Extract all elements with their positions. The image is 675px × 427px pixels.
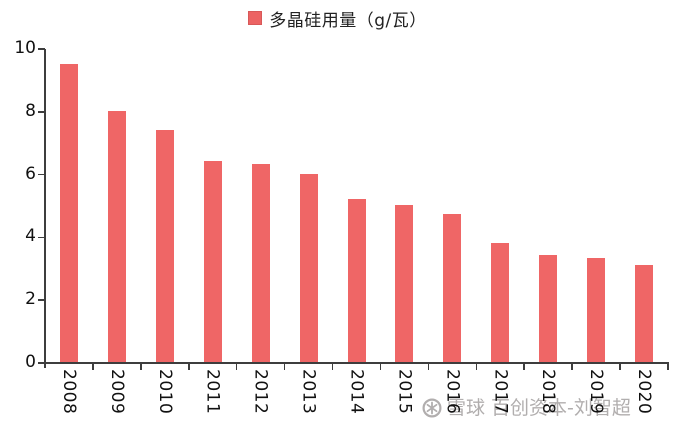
watermark-text: 雪球 百创资本-刘智超 bbox=[447, 397, 631, 419]
x-tick-label-2012: 2012 bbox=[250, 369, 271, 415]
legend-label: 多晶硅用量（g/瓦） bbox=[269, 10, 427, 31]
x-tick-mark bbox=[523, 364, 525, 370]
x-tick-mark bbox=[283, 364, 286, 370]
x-tick-mark bbox=[475, 364, 478, 370]
bar-2016 bbox=[443, 214, 462, 362]
y-tick-mark bbox=[38, 48, 45, 50]
x-tick-label-2019: 2019 bbox=[586, 369, 607, 415]
bar-2010 bbox=[155, 129, 174, 362]
y-tick-label: 4 bbox=[25, 226, 36, 247]
y-tick-label: 10 bbox=[14, 38, 36, 58]
y-axis-line bbox=[44, 49, 46, 368]
x-tick-label-2018: 2018 bbox=[538, 369, 559, 415]
bar-2011 bbox=[203, 161, 222, 362]
x-tick-mark bbox=[571, 364, 573, 370]
x-tick-mark bbox=[667, 364, 669, 370]
chart-legend: 多晶硅用量（g/瓦） bbox=[0, 7, 675, 31]
snowball-icon bbox=[422, 398, 442, 418]
x-tick-mark bbox=[188, 364, 190, 370]
y-tick-label: 0 bbox=[25, 352, 36, 372]
bar-2019 bbox=[587, 258, 606, 362]
x-tick-label-2010: 2010 bbox=[154, 369, 175, 415]
x-tick-mark bbox=[619, 364, 621, 370]
bar-2012 bbox=[251, 164, 270, 362]
bar-2017 bbox=[491, 242, 510, 362]
bar-2018 bbox=[539, 255, 558, 362]
y-tick-mark bbox=[38, 299, 45, 301]
plot-area: 0 2 4 6 8 10 2008 2009 2010 2011 2012 2013 2014 2015… bbox=[14, 40, 669, 414]
x-tick-label-2017: 2017 bbox=[490, 369, 511, 415]
y-tick-label: 6 bbox=[25, 163, 36, 184]
y-tick-label: 2 bbox=[25, 289, 36, 310]
x-tick-label-2015: 2015 bbox=[394, 369, 415, 415]
legend-marker-icon bbox=[248, 11, 263, 25]
y-tick-mark bbox=[38, 173, 45, 176]
x-tick-mark bbox=[235, 364, 238, 370]
x-tick-mark bbox=[331, 364, 334, 370]
x-tick-label-2014: 2014 bbox=[346, 369, 367, 415]
x-tick-label-2013: 2013 bbox=[298, 369, 319, 415]
x-axis-line bbox=[44, 362, 669, 364]
y-tick-label: 8 bbox=[25, 100, 36, 121]
bar-2009 bbox=[107, 110, 126, 362]
bar-2008 bbox=[59, 63, 78, 362]
x-tick-mark bbox=[92, 364, 94, 370]
x-tick-label-2020: 2020 bbox=[634, 369, 655, 415]
bar-2014 bbox=[347, 198, 366, 362]
y-tick-mark bbox=[38, 362, 45, 364]
x-tick-mark bbox=[427, 364, 430, 370]
watermark: 雪球 百创资本-刘智超 bbox=[422, 396, 631, 420]
y-tick-mark bbox=[38, 111, 45, 113]
x-tick-mark bbox=[140, 364, 142, 370]
bar-2020 bbox=[635, 264, 654, 362]
x-tick-label-2008: 2008 bbox=[58, 369, 79, 415]
x-tick-mark bbox=[379, 364, 382, 370]
x-tick-label-2011: 2011 bbox=[202, 369, 223, 415]
y-tick-mark bbox=[38, 236, 45, 239]
x-tick-label-2009: 2009 bbox=[106, 369, 127, 415]
bar-2013 bbox=[299, 173, 318, 362]
bar-2015 bbox=[395, 205, 414, 362]
x-tick-label-2016: 2016 bbox=[442, 369, 463, 415]
